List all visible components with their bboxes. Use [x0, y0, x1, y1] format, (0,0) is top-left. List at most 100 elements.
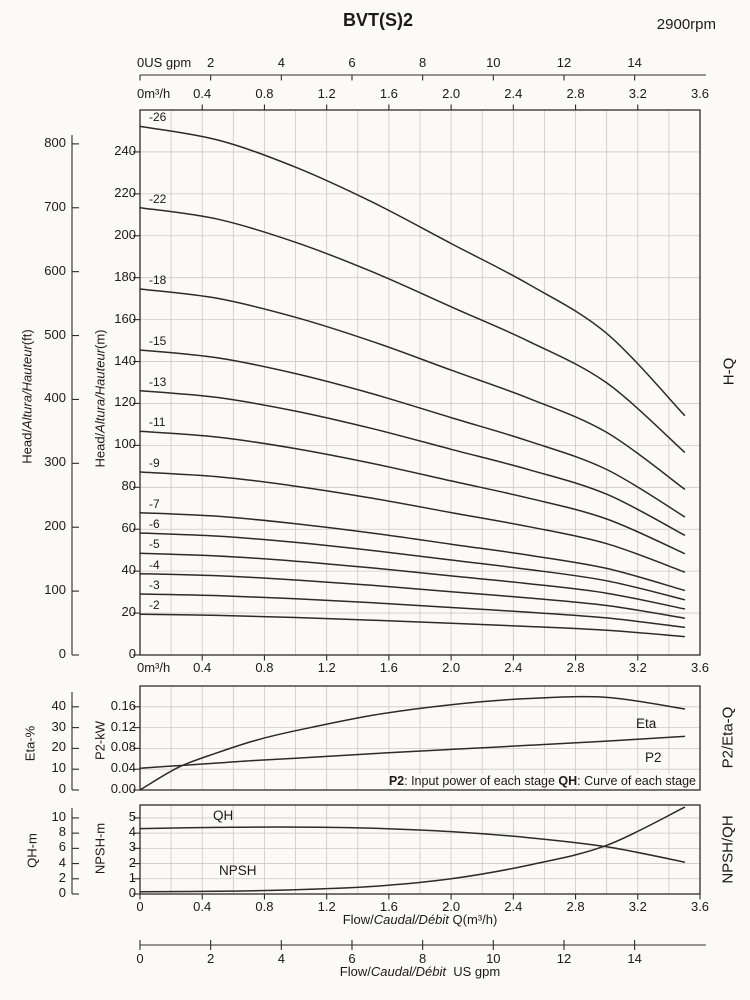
- ft-tick-label: 0: [58, 646, 66, 661]
- m3h-main-bottom-tick-label: 0.8: [255, 660, 274, 675]
- npsh-tick-label: 1: [128, 869, 136, 885]
- curve-stage-label: -13: [149, 374, 167, 389]
- head-ft-axis-title-italic: Altura/Hauteur: [19, 345, 35, 430]
- m-tick-label: 180: [114, 268, 136, 284]
- m-tick-label: 160: [114, 310, 136, 326]
- m-tick-label: 120: [114, 394, 136, 410]
- m-tick-label: 80: [121, 478, 136, 494]
- qh-curve-label: QH: [213, 808, 234, 823]
- page-title: BVT(S)2: [342, 10, 413, 30]
- curve-stage-label: -4: [149, 557, 160, 572]
- m3h-main-bottom-tick-label: 3.2: [628, 660, 647, 675]
- m3h-bottom-tick-label: 3.2: [628, 899, 647, 914]
- m3h-main-bottom-tick-label: 2.0: [442, 660, 461, 675]
- m3h-bottom-tick-label: 2.0: [442, 899, 461, 914]
- curve-stage-label: -26: [149, 110, 167, 125]
- curve-stage-label: -9: [149, 456, 160, 470]
- curve-stage-label: -18: [149, 273, 167, 287]
- m3h-main-bottom-tick-label: 1.6: [379, 660, 398, 675]
- qh-tick-label: 0: [58, 885, 66, 900]
- m3h-top-origin-label: 0m³/h: [137, 86, 171, 101]
- gpm-top-tick-label: 2: [207, 55, 215, 70]
- m-tick-label: 220: [114, 184, 136, 200]
- m3h-bottom-tick-label: 3.6: [690, 899, 710, 914]
- m3h-bottom-tick-label: 1.2: [317, 899, 336, 914]
- eta-curve-label: Eta: [636, 716, 657, 731]
- p2-curve-label: P2: [645, 750, 662, 765]
- m3h-top-tick-label: 2.4: [504, 86, 523, 101]
- m-tick-label: 0: [128, 646, 136, 661]
- eta-tick-label: 20: [51, 739, 66, 755]
- p2-tick-label: 0.12: [110, 718, 136, 734]
- flow-m3h-title-pre: Flow/: [342, 912, 374, 927]
- curve-stage-label: -22: [149, 191, 167, 206]
- ft-tick-label: 200: [44, 518, 66, 534]
- m3h-main-bottom-tick-label: 2.8: [566, 660, 585, 675]
- gpm-top-tick-label: 8: [419, 55, 427, 70]
- gpm-bottom-tick-label: 4: [277, 951, 285, 966]
- flow-gpm-axis-title: Flow/Caudal/Débit US gpm: [270, 964, 570, 980]
- p2-tick-label: 0.08: [110, 739, 136, 755]
- m3h-top-tick-label: 0.8: [255, 86, 274, 101]
- ft-tick-label: 500: [44, 326, 66, 342]
- npsh-tick-label: 4: [128, 824, 136, 840]
- eta-tick-label: 0: [58, 781, 66, 796]
- eta-tick-label: 40: [51, 697, 66, 713]
- npsh-curve-label: NPSH: [219, 863, 257, 878]
- curve-stage-label: -5: [149, 537, 160, 552]
- flow-gpm-title-pre: Flow/: [339, 964, 371, 979]
- m3h-main-bottom-tick-label: 1.2: [317, 660, 336, 675]
- speed-label: 2900rpm: [656, 16, 716, 33]
- gpm-top-tick-label: 10: [486, 55, 501, 70]
- m3h-main-bottom-tick-label: 2.4: [504, 660, 523, 675]
- m3h-top-tick-label: 0.4: [193, 86, 212, 101]
- gpm-bottom-tick-label: 0: [136, 951, 144, 966]
- ft-tick-label: 300: [44, 454, 66, 470]
- m-tick-label: 40: [121, 562, 136, 578]
- ft-tick-label: 600: [44, 262, 66, 278]
- m-tick-label: 100: [114, 436, 136, 452]
- gpm-bottom-tick-label: 12: [556, 951, 572, 966]
- p2-tick-label: 0.00: [110, 781, 136, 796]
- qh-tick-label: 2: [58, 869, 66, 885]
- npsh-tick-label: 2: [128, 854, 136, 870]
- m3h-bottom-tick-label: 2.8: [566, 899, 585, 914]
- qh-tick-label: 8: [58, 824, 66, 840]
- m-tick-label: 60: [121, 520, 136, 536]
- gpm-bottom-tick-label: 2: [207, 951, 215, 966]
- gpm-bottom-tick-label: 10: [486, 951, 501, 966]
- eta-tick-label: 30: [51, 718, 66, 734]
- note-p2-definition: : Input power of each stage: [404, 774, 559, 788]
- qh-tick-label: 10: [51, 808, 66, 824]
- m3h-top-tick-label: 2.8: [566, 86, 585, 101]
- gpm-top-origin-label: 0US gpm: [137, 55, 192, 70]
- m3h-top-tick-label: 3.2: [628, 86, 647, 101]
- curve-stage-label: -7: [149, 496, 160, 511]
- head-m-axis-title-unit: (m): [92, 329, 108, 349]
- m3h-main-bottom-tick-label: 3.6: [690, 660, 710, 675]
- curve-stage-label: -15: [149, 334, 167, 348]
- curve-stage-label: -6: [149, 517, 160, 531]
- flow-gpm-title-italic: Caudal/Débit: [370, 964, 447, 979]
- qh-tick-label: 4: [58, 854, 66, 870]
- flow-m3h-title-italic: Caudal/Débit: [373, 912, 449, 927]
- curve-stage-label: -11: [149, 415, 166, 430]
- p2-tick-label: 0.04: [110, 760, 136, 776]
- note-text: P2: Input power of each stage QH: Curve …: [386, 774, 698, 788]
- gpm-top-tick-label: 14: [627, 55, 642, 70]
- ft-tick-label: 700: [44, 198, 66, 214]
- curve-stage-label: -2: [149, 598, 160, 613]
- gpm-top-tick-label: 12: [556, 55, 572, 70]
- curve-stage-label: -3: [149, 578, 160, 592]
- m3h-top-tick-label: 1.6: [379, 86, 398, 101]
- hq-section-label: H-Q: [720, 357, 738, 386]
- m3h-bottom-tick-label: 0: [136, 899, 144, 914]
- gpm-bottom-tick-label: 6: [348, 951, 356, 966]
- m3h-bottom-tick-label: 0.8: [255, 899, 274, 914]
- m3h-bottom-tick-label: 0.4: [193, 899, 212, 914]
- ft-tick-label: 400: [44, 390, 66, 406]
- m3h-top-tick-label: 1.2: [317, 86, 336, 101]
- m3h-main-bottom-tick-label: 0.4: [193, 660, 212, 675]
- p2-tick-label: 0.16: [110, 697, 136, 713]
